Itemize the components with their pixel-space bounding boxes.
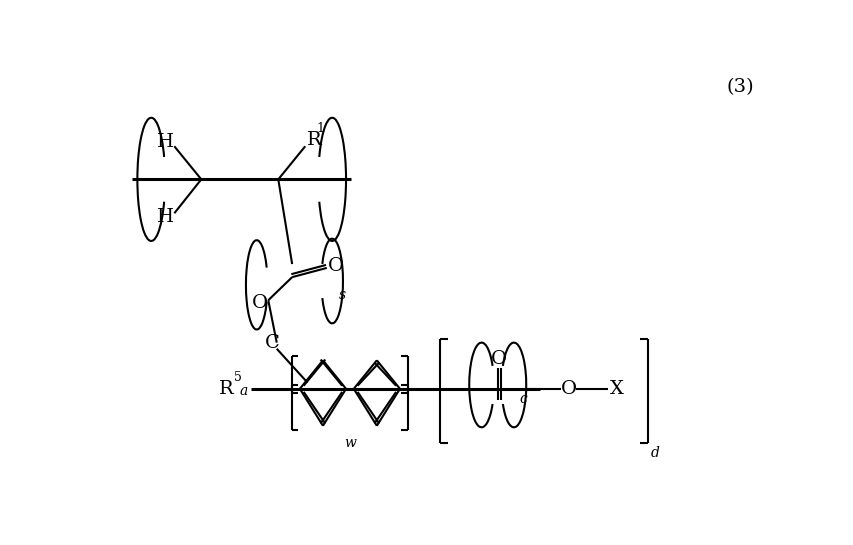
Text: a: a <box>240 384 247 398</box>
Text: C: C <box>264 334 279 352</box>
Text: 5: 5 <box>234 371 242 384</box>
Text: 1: 1 <box>316 123 324 136</box>
Text: O: O <box>560 380 576 398</box>
Text: (3): (3) <box>726 78 753 96</box>
Text: O: O <box>490 350 507 368</box>
Text: X: X <box>609 380 624 398</box>
Text: w: w <box>344 436 356 450</box>
Text: d: d <box>650 446 659 460</box>
Text: H: H <box>156 208 173 226</box>
Text: O: O <box>252 294 268 312</box>
Text: R: R <box>306 131 321 149</box>
Text: c: c <box>519 392 526 406</box>
Text: O: O <box>328 257 344 275</box>
Text: H: H <box>156 134 173 152</box>
Text: s: s <box>338 288 345 302</box>
Text: R: R <box>218 380 234 398</box>
